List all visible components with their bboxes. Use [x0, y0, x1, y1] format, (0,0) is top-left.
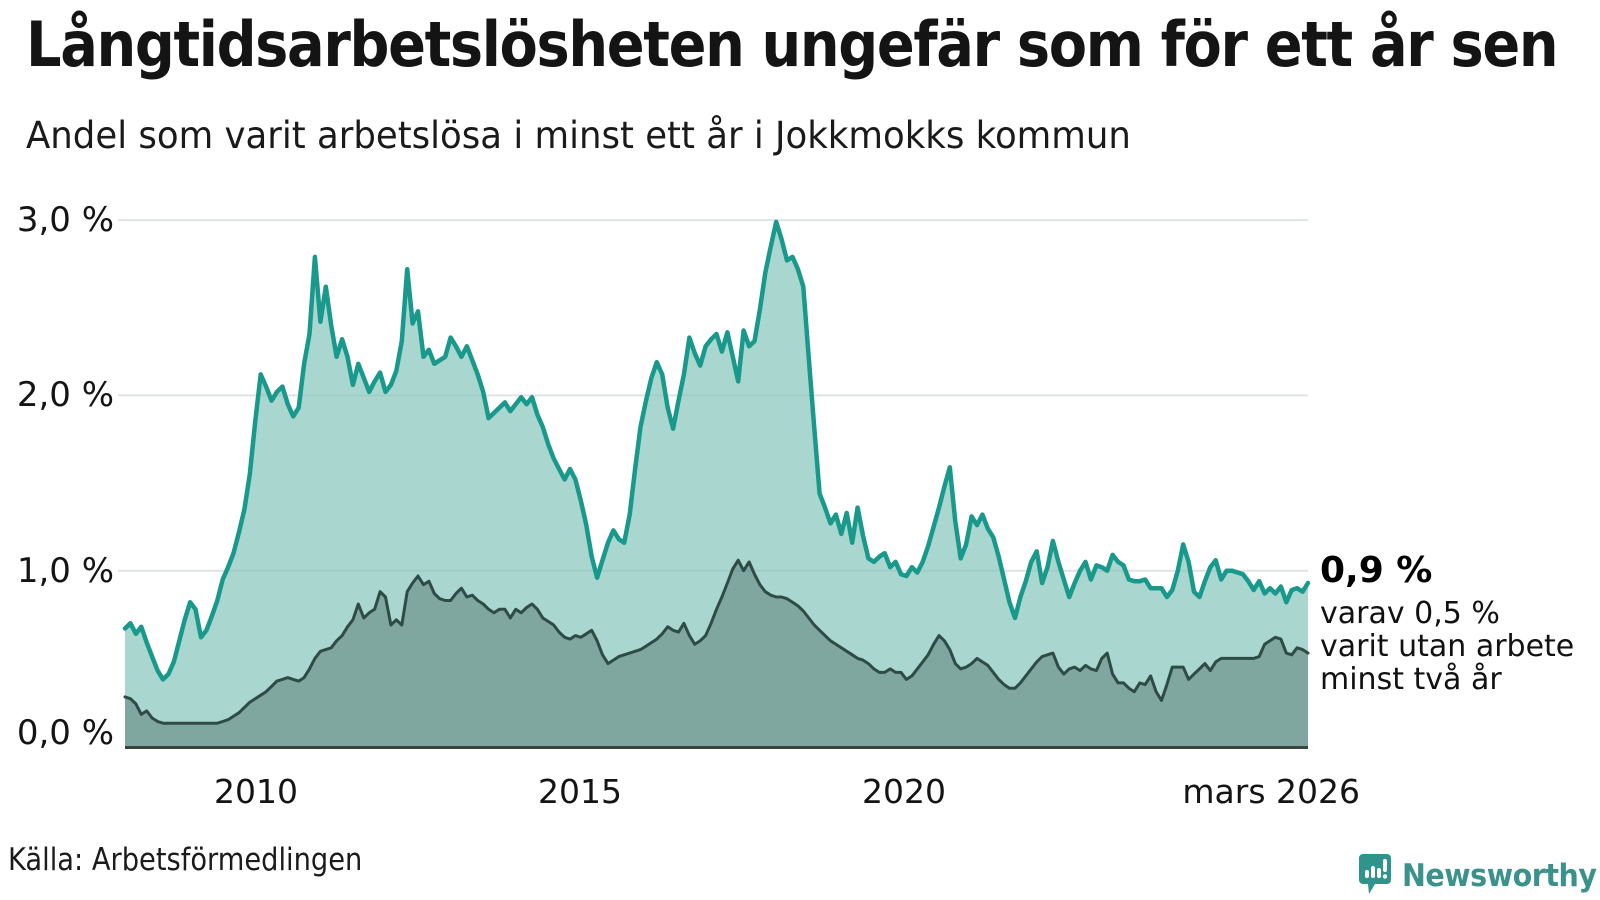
- line-1yr: [122, 219, 1311, 682]
- annotation-line-3: minst två år: [1320, 662, 1502, 697]
- chart-subtitle: Andel som varit arbetslösa i minst ett å…: [26, 114, 1131, 157]
- x-tick-mars-2026: mars 2026: [1182, 772, 1360, 811]
- area-2yr: [125, 560, 1308, 746]
- annotation-value: 0,9 %: [1320, 550, 1433, 591]
- x-tick-2015: 2015: [538, 772, 622, 811]
- y-tick-3: 3,0 %: [16, 200, 114, 240]
- y-tick-2: 2,0 %: [16, 375, 114, 415]
- x-tick-2010: 2010: [214, 772, 298, 811]
- annotation-line-1: varav 0,5 %: [1320, 596, 1500, 631]
- y-tick-1: 1,0 %: [16, 551, 114, 591]
- source-credit: Källa: Arbetsförmedlingen: [8, 842, 363, 878]
- series-annotation: 0,9 % varav 0,5 % varit utan arbete mins…: [1320, 550, 1575, 697]
- annotation-line-2: varit utan arbete: [1320, 629, 1575, 664]
- newsworthy-wordmark: Newsworthy: [1402, 858, 1597, 894]
- y-tick-0: 0,0 %: [16, 713, 114, 753]
- line-2yr: [123, 558, 1310, 725]
- newsworthy-logo: Newsworthy: [1358, 853, 1600, 899]
- newsworthy-bubble-icon: [1358, 853, 1392, 899]
- x-tick-2020: 2020: [862, 772, 946, 811]
- page-title: Långtidsarbetslösheten ungefär som för e…: [26, 8, 1559, 81]
